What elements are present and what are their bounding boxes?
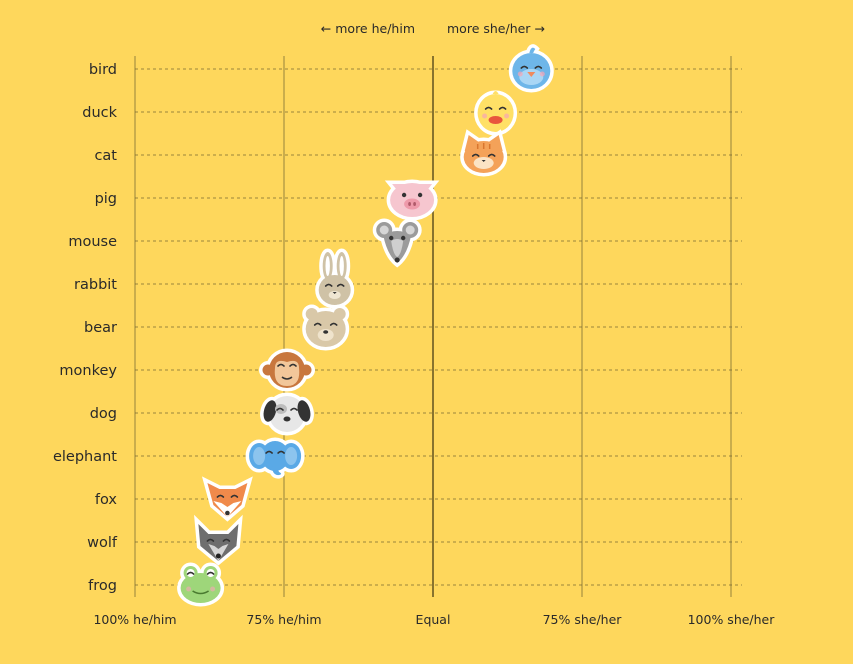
- mouse-icon: [372, 218, 422, 268]
- category-label-monkey: monkey: [59, 363, 117, 379]
- category-label-elephant: elephant: [53, 449, 117, 465]
- duck-icon: [474, 90, 518, 136]
- category-label-frog: frog: [88, 578, 117, 594]
- x-tick-label: 75% she/her: [543, 612, 623, 627]
- fox-icon: [201, 476, 253, 522]
- category-label-rabbit: rabbit: [74, 277, 117, 293]
- frog-icon: [177, 562, 225, 607]
- direction-label-right: more she/her →: [447, 21, 545, 36]
- x-tick-label: 75% he/him: [246, 612, 321, 627]
- bird-icon: [508, 44, 554, 93]
- cat-icon: [460, 129, 508, 177]
- wolf-icon: [194, 514, 243, 566]
- category-label-dog: dog: [90, 406, 117, 422]
- animal-markers: [177, 44, 554, 607]
- pig-icon: [384, 179, 440, 221]
- monkey-icon: [259, 348, 315, 392]
- x-tick-label: 100% she/her: [688, 612, 776, 627]
- bear-icon: [302, 304, 350, 351]
- x-tick-labels: 100% he/him 75% he/him Equal 75% she/her 100…: [93, 612, 775, 627]
- x-tick-label: Equal: [416, 612, 451, 627]
- category-label-fox: fox: [95, 492, 118, 508]
- dog-icon: [260, 392, 314, 436]
- category-label-bird: bird: [89, 62, 117, 78]
- category-label-cat: cat: [94, 148, 117, 164]
- elephant-icon: [245, 437, 305, 479]
- x-tick-label: 100% he/him: [93, 612, 176, 627]
- category-label-pig: pig: [95, 191, 117, 207]
- direction-label-left: ← more he/him: [321, 21, 415, 36]
- rabbit-icon: [315, 248, 355, 309]
- category-label-mouse: mouse: [68, 234, 117, 250]
- category-rows: bird duck cat pig mouse rabbit bear monkey dog el…: [53, 62, 742, 594]
- category-label-wolf: wolf: [87, 535, 118, 551]
- gridlines: [134, 56, 732, 597]
- category-label-duck: duck: [82, 105, 117, 121]
- category-label-bear: bear: [84, 320, 117, 336]
